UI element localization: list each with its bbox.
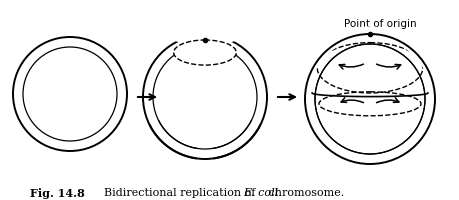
Text: E. coli: E. coli xyxy=(242,187,278,197)
Ellipse shape xyxy=(314,45,424,154)
Ellipse shape xyxy=(174,41,236,66)
Ellipse shape xyxy=(170,30,239,46)
Text: Point of origin: Point of origin xyxy=(343,19,415,35)
Text: chromosome.: chromosome. xyxy=(264,187,343,197)
Ellipse shape xyxy=(23,48,117,141)
Text: Bidirectional replication of: Bidirectional replication of xyxy=(97,187,258,197)
Ellipse shape xyxy=(153,46,257,149)
Text: Fig. 14.8: Fig. 14.8 xyxy=(30,187,84,198)
